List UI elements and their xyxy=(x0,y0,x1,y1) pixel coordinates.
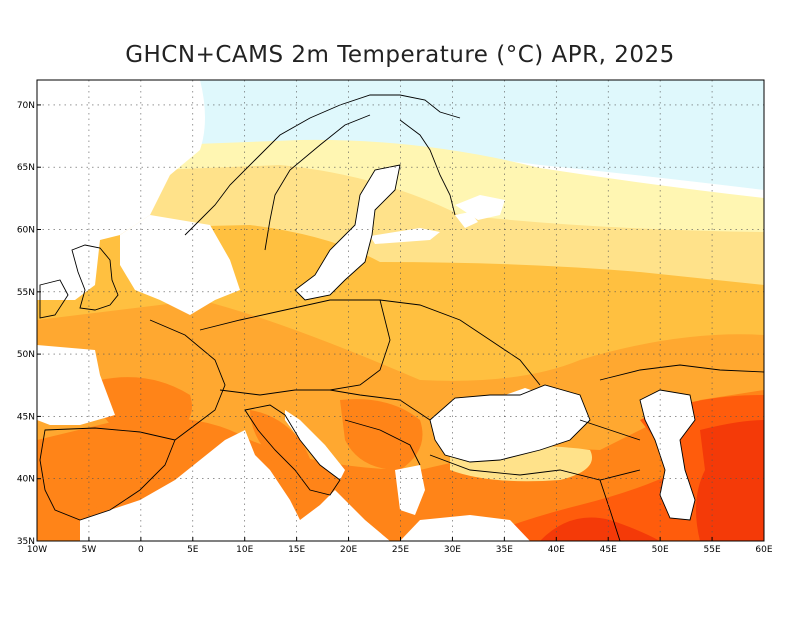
coastline-italy xyxy=(244,404,341,496)
border-ukraine xyxy=(379,299,541,386)
eastern-mediterranean xyxy=(400,515,530,541)
hot-patch-france xyxy=(100,377,192,440)
lat-tick-label: 55N xyxy=(17,288,35,298)
lat-tick-label: 50N xyxy=(17,350,35,360)
lon-tick-label: 10E xyxy=(236,545,253,555)
border-sweden-norway xyxy=(264,114,371,251)
white-sea xyxy=(455,195,505,220)
hot-patch-iberia xyxy=(43,436,124,512)
lon-tick-label: 5W xyxy=(82,545,97,555)
coastline-britain xyxy=(71,244,119,311)
band-hottest xyxy=(696,420,764,541)
lon-tick-label: 25E xyxy=(392,545,409,555)
caspian-sea xyxy=(640,390,695,520)
lon-tick-label: 20E xyxy=(340,545,357,555)
coastline-ireland xyxy=(39,279,69,319)
latitude-axis: 35N 40N 45N 50N 55N 60N 65N 70N xyxy=(17,101,41,547)
lat-tick-label: 35N xyxy=(17,537,35,547)
bay-of-biscay xyxy=(37,345,115,425)
lon-tick-label: 45E xyxy=(600,545,617,555)
lat-tick-label: 70N xyxy=(17,101,35,111)
atlantic-ocean xyxy=(37,80,205,300)
north-sea xyxy=(120,215,240,315)
lon-tick-label: 30E xyxy=(444,545,461,555)
lat-tick-label: 65N xyxy=(17,163,35,173)
aegean-sea xyxy=(395,465,425,515)
adriatic-sea xyxy=(285,410,345,480)
coastline-iberia xyxy=(39,427,176,521)
map-title: GHCN+CAMS 2m Temperature (°C) APR, 2025 xyxy=(125,42,675,68)
lat-tick-label: 40N xyxy=(17,475,35,485)
sea-of-azov xyxy=(505,388,540,402)
temperature-field xyxy=(37,80,764,541)
lon-tick-label: 0 xyxy=(138,545,144,555)
coastline-baltic xyxy=(294,164,401,301)
lat-tick-label: 60N xyxy=(17,226,35,236)
lon-tick-label: 15E xyxy=(288,545,305,555)
coastline-caspian xyxy=(639,389,696,521)
border-russia-kazakhstan xyxy=(599,364,765,381)
hot-patch-balkans xyxy=(340,399,423,470)
coastline-black-sea xyxy=(429,384,591,463)
border-finland-russia xyxy=(399,119,456,216)
black-sea xyxy=(430,385,590,462)
lon-tick-label: 5E xyxy=(187,545,199,555)
gulf-of-finland xyxy=(370,228,440,244)
lon-tick-label: 60E xyxy=(755,545,772,555)
lon-tick-label: 55E xyxy=(704,545,721,555)
mediterranean-sea xyxy=(80,430,390,541)
lat-tick-label: 45N xyxy=(17,412,35,422)
band-hottest-patch xyxy=(540,517,660,541)
lon-tick-label: 50E xyxy=(652,545,669,555)
lon-tick-label: 35E xyxy=(496,545,513,555)
boundaries xyxy=(39,94,765,542)
border-france xyxy=(149,319,226,441)
lon-tick-label: 10W xyxy=(27,545,47,555)
lon-tick-label: 40E xyxy=(548,545,565,555)
lat-lon-grid xyxy=(37,80,764,541)
lake-ladoga xyxy=(455,212,478,228)
coastline-norway xyxy=(184,94,461,236)
border-balkans xyxy=(329,389,431,466)
hot-patch-italy xyxy=(250,410,314,490)
longitude-axis: 10W 5W 0 5E 10E 15E 20E 25E 30E 35E 40E 45E 50E 55E 60… xyxy=(27,537,773,555)
border-turkey xyxy=(429,454,641,481)
border-central-europe xyxy=(199,299,391,396)
border-caucasus xyxy=(579,419,641,542)
